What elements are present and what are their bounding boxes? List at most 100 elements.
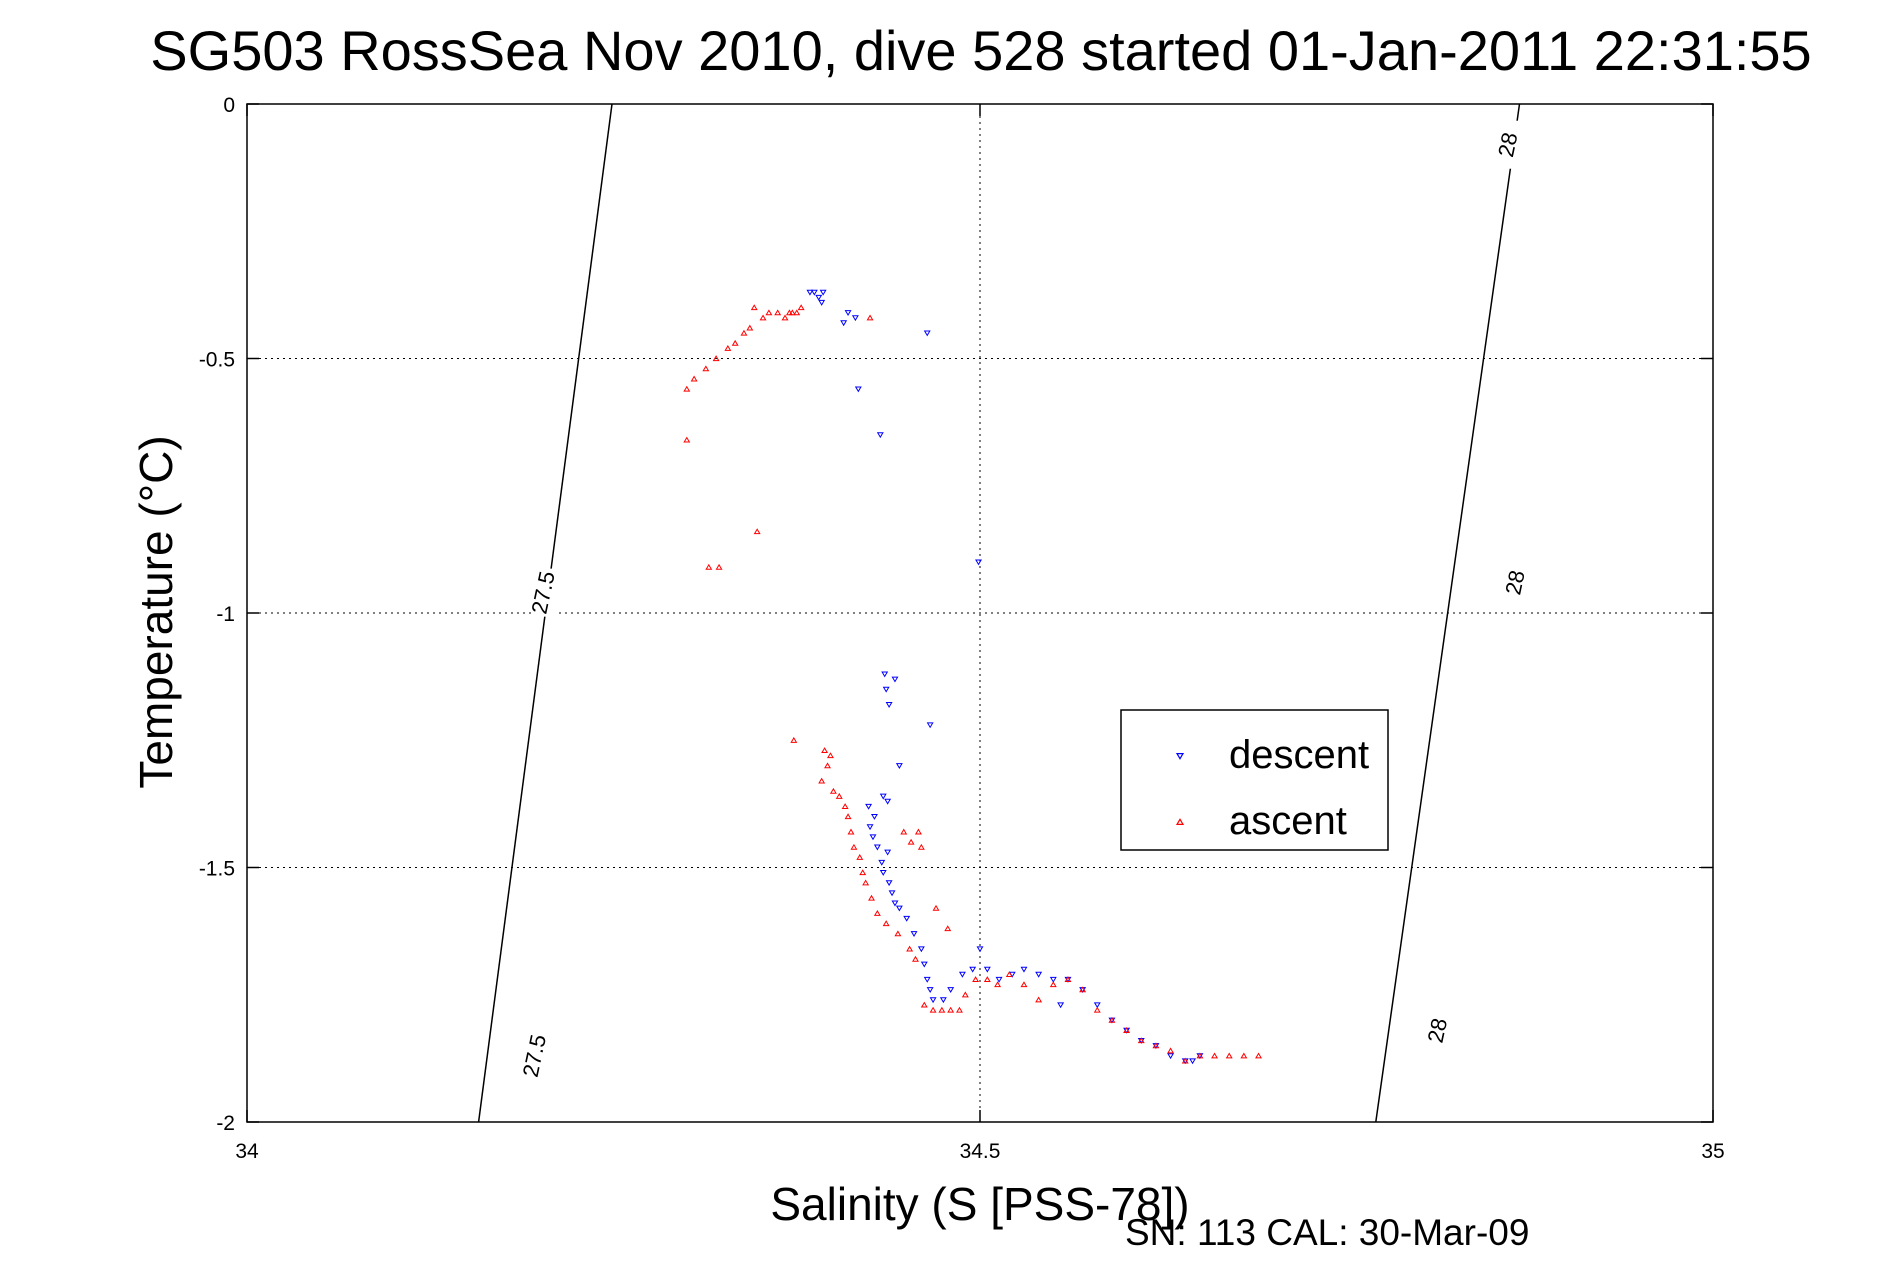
ascent-point — [983, 976, 991, 983]
ascent-point — [835, 792, 843, 799]
contour-label-gap — [1495, 120, 1520, 169]
ascent-point — [868, 894, 875, 901]
series-descent — [806, 289, 1204, 1065]
contour-label: 28 — [1423, 1016, 1453, 1045]
ascent-point — [683, 385, 691, 392]
ascent-point — [702, 365, 710, 372]
descent-point — [873, 844, 881, 851]
ascent-point — [793, 309, 801, 316]
ascent-point — [1181, 1057, 1189, 1064]
y-axis-label: Temperature (°C) — [130, 435, 182, 788]
descent-point — [1093, 1002, 1101, 1009]
ascent-point — [873, 909, 881, 916]
descent-point — [869, 834, 877, 841]
isopycnal-28 — [1375, 103, 1521, 1123]
x-tick-label: 34.5 — [960, 1140, 1001, 1163]
ascent-point — [1152, 1042, 1160, 1049]
descent-point — [815, 294, 823, 301]
ascent-point — [914, 828, 922, 835]
legend-marker-descent — [1175, 753, 1185, 760]
ascent-point — [818, 777, 826, 784]
axis-ticks: 34 34.5 35 0 -0.5 -1 -1.5 -2 — [199, 94, 1725, 1163]
legend-label-ascent: ascent — [1229, 799, 1347, 843]
descent-point — [926, 987, 934, 993]
ascent-point — [882, 920, 890, 927]
y-tick-label: -1.5 — [199, 858, 235, 881]
ascent-point — [1211, 1052, 1219, 1059]
ascent-point — [683, 436, 691, 443]
ascent-point — [740, 329, 748, 336]
x-tick-label: 35 — [1701, 1140, 1724, 1163]
ascent-point — [994, 981, 1002, 988]
ascent-point — [1005, 971, 1013, 977]
descent-point — [888, 890, 896, 897]
descent-point — [884, 798, 892, 805]
descent-point — [876, 432, 884, 439]
ascent-point — [750, 304, 758, 311]
descent-point — [891, 676, 899, 683]
ascent-point — [1108, 1016, 1116, 1023]
ascent-point — [759, 314, 767, 321]
chart-title: SG503 RossSea Nov 2010, dive 528 started… — [150, 19, 1811, 82]
ascent-point — [731, 339, 739, 346]
descent-point — [879, 793, 887, 800]
descent-point — [819, 289, 827, 296]
legend-box — [1120, 709, 1389, 851]
descent-point — [983, 966, 991, 973]
ascent-point — [862, 879, 870, 886]
ascent-point — [938, 1006, 946, 1013]
descent-point — [884, 849, 892, 856]
x-tick-label: 34 — [235, 1140, 259, 1163]
contour-label-gap — [1425, 1006, 1450, 1055]
ascent-point — [1225, 1052, 1233, 1059]
descent-point — [885, 702, 893, 708]
contour-label-gap — [522, 1031, 547, 1080]
ascent-point — [972, 976, 980, 983]
ascent-point — [1123, 1027, 1131, 1033]
descent-point — [903, 915, 911, 922]
ascent-point — [712, 355, 720, 362]
descent-point — [947, 987, 955, 993]
ascent-point — [956, 1006, 963, 1013]
ascent-point — [765, 309, 773, 316]
ascent-point — [847, 828, 855, 835]
descent-point — [910, 931, 918, 937]
ascent-point — [1255, 1052, 1263, 1059]
descent-point — [865, 803, 873, 810]
descent-point — [885, 880, 893, 887]
y-tick-label: -0.5 — [199, 349, 235, 372]
ascent-point — [774, 309, 782, 316]
ascent-point — [859, 869, 867, 876]
ascent-point — [797, 304, 805, 311]
ascent-point — [856, 853, 864, 860]
descent-point — [939, 997, 947, 1004]
descent-point — [1035, 971, 1043, 978]
ascent-point — [705, 563, 713, 570]
ascent-point — [715, 563, 723, 570]
ascent-point — [866, 314, 874, 321]
ascent-point — [1049, 981, 1057, 988]
ascent-point — [906, 945, 914, 952]
descent-point — [879, 870, 887, 876]
descent-point — [920, 961, 928, 968]
ascent-point — [961, 991, 969, 998]
ascent-point — [894, 930, 902, 937]
ascent-point — [724, 344, 732, 351]
descent-point — [878, 859, 886, 866]
legend: descent ascent — [1120, 709, 1389, 851]
series-ascent — [683, 304, 1263, 1064]
ascent-point — [900, 828, 908, 835]
descent-point — [976, 946, 984, 953]
legend-marker-ascent — [1175, 818, 1185, 825]
ascent-point — [932, 904, 940, 911]
descent-point — [926, 722, 934, 729]
ascent-point — [1093, 1006, 1101, 1013]
ascent-point — [1079, 986, 1087, 993]
descent-point — [923, 976, 931, 983]
descent-point — [844, 310, 852, 317]
legend-label-descent: descent — [1229, 733, 1369, 777]
contour-label-gap — [1503, 558, 1528, 607]
descent-point — [806, 289, 814, 296]
ascent-point — [1064, 976, 1072, 983]
serial-calibration-note: SN: 113 CAL: 30-Mar-09 — [1125, 1212, 1529, 1253]
